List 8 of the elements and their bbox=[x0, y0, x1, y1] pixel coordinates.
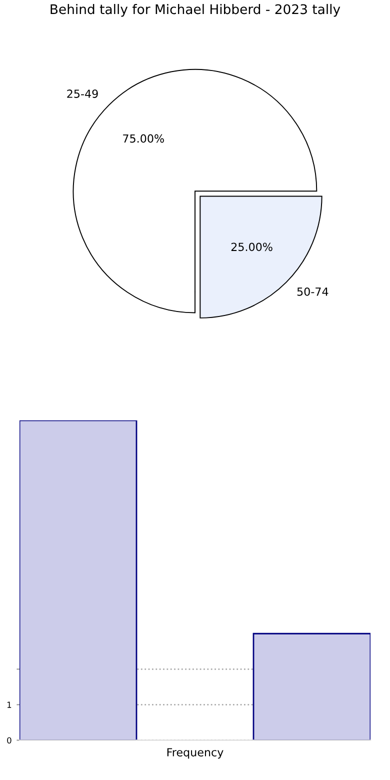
slice-label: 50-74 bbox=[297, 287, 328, 296]
chart-title: Behind tally for Michael Hibberd - 2023 tally bbox=[50, 4, 340, 17]
data-label: 75.00% bbox=[123, 134, 164, 143]
data-label: 25.00% bbox=[231, 242, 272, 252]
y-tick-label: 0 bbox=[7, 737, 12, 744]
slice-label: 25-49 bbox=[67, 90, 98, 98]
x-axis-title: Frequency bbox=[167, 748, 224, 759]
y-tick-label: 1 bbox=[7, 702, 12, 708]
